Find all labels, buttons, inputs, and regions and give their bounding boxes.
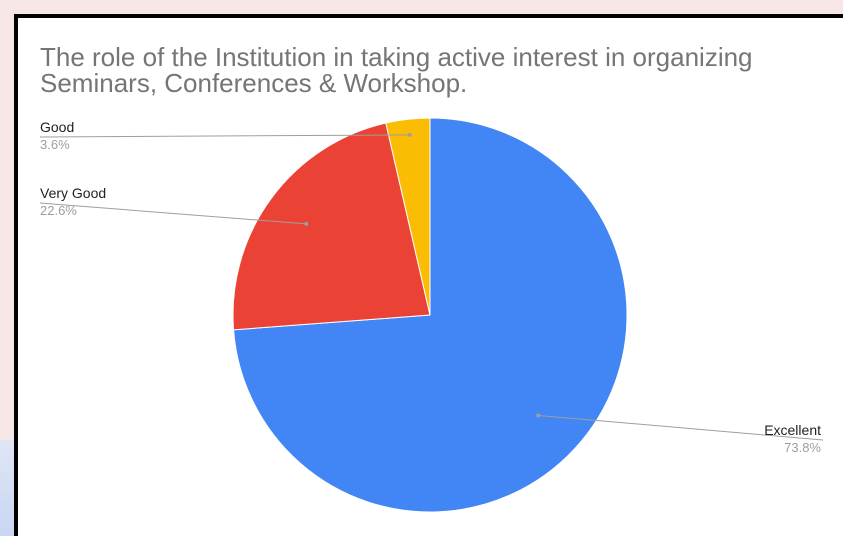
leader-line-very-good xyxy=(39,202,307,225)
slice-value-excellent: 73.8% xyxy=(784,440,821,455)
slice-value-very-good: 22.6% xyxy=(40,203,77,218)
pie-slice-very-good xyxy=(232,122,431,331)
slice-label-very-good: Very Good xyxy=(40,185,106,201)
leader-dot-very-good xyxy=(304,221,309,226)
leader-line-excellent xyxy=(538,414,824,441)
pie-chart: Excellent 73.8% Very Good 22.6% Good 3.6% xyxy=(39,117,824,513)
leader-dot-excellent xyxy=(536,413,541,418)
chart-card: The role of the Institution in taking ac… xyxy=(18,18,843,536)
slice-value-good: 3.6% xyxy=(40,137,70,152)
slice-label-excellent: Excellent xyxy=(764,422,821,438)
pie-slice-good xyxy=(385,117,431,316)
chart-title: The role of the Institution in taking ac… xyxy=(40,42,753,98)
slice-label-good: Good xyxy=(40,119,74,135)
leader-line-good xyxy=(39,134,410,138)
leader-dot-good xyxy=(407,132,412,137)
chart-frame: The role of the Institution in taking ac… xyxy=(14,14,843,536)
